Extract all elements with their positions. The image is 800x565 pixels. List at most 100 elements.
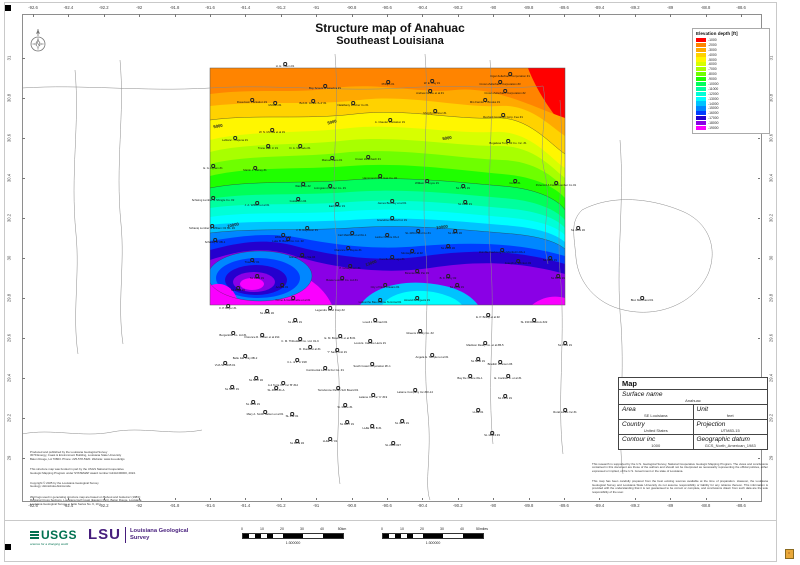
well-marker bbox=[335, 348, 339, 352]
contour-line-5000 bbox=[210, 112, 565, 155]
contour-inc-label: Contour inc bbox=[622, 435, 656, 443]
axis-tick bbox=[103, 14, 105, 17]
legend-swatch bbox=[696, 52, 706, 57]
disclaimer-liability: This map has been carefully prepared fro… bbox=[592, 478, 768, 494]
well-label: 'Y' Sand Unit #1 bbox=[327, 350, 347, 354]
well-label: Schwing Lumber & Shingle Co. #2 bbox=[191, 198, 235, 202]
well-label: SL 7001 #1 bbox=[557, 343, 573, 347]
well-label: SL 2639 #1 bbox=[449, 285, 465, 289]
legend-value: -9000 bbox=[708, 77, 717, 82]
title-line-1: Structure map of Anahuac bbox=[315, 21, 465, 35]
latitude-label-right: 29 bbox=[768, 455, 774, 461]
legend-swatch bbox=[696, 111, 706, 116]
lsu-org-line2: Survey bbox=[130, 534, 150, 541]
well-marker bbox=[236, 286, 240, 290]
longitude-label-top: -89.2 bbox=[630, 5, 640, 10]
well-marker bbox=[211, 196, 215, 200]
scalebar-tick: 50miles bbox=[475, 527, 489, 531]
legend-value: -3000 bbox=[708, 47, 717, 52]
well-marker bbox=[640, 296, 644, 300]
scalebar-tick: 20 bbox=[420, 527, 424, 531]
well-label: Latame Company Inc #DI-14 bbox=[397, 390, 433, 394]
well-marker bbox=[345, 420, 349, 424]
well-label: Rosedown Plantation #1 bbox=[236, 100, 268, 104]
well-marker bbox=[370, 362, 374, 366]
well-label: Wilbert 'A' #1 bbox=[274, 235, 292, 239]
axis-tick bbox=[103, 497, 105, 500]
contour-surface-border bbox=[209, 67, 566, 306]
well-label: W. N. McVea et al #1 bbox=[258, 130, 286, 134]
longitude-label-top: -92.4 bbox=[63, 5, 74, 10]
unit-value: feet bbox=[726, 412, 734, 418]
axis-tick bbox=[493, 497, 494, 500]
longitude-label-bottom: -91.6 bbox=[205, 503, 215, 508]
legend-entry: -2000 bbox=[696, 42, 766, 47]
datum-cell: Geographic datum GCS_North_American_1983 bbox=[694, 435, 768, 449]
axis-tick bbox=[741, 497, 742, 500]
latitude-label-right: 29.2 bbox=[768, 413, 774, 423]
well-marker bbox=[255, 274, 259, 278]
usgs-wordmark: USGS bbox=[41, 528, 78, 542]
country-projection-row: Country United States Projection UTM83-1… bbox=[619, 420, 767, 435]
well-marker bbox=[338, 334, 342, 338]
axis-tick bbox=[22, 258, 25, 259]
well-marker bbox=[410, 249, 414, 253]
well-label: South Coast Corporation #F-1 bbox=[353, 364, 391, 368]
well-label: Polecord & Fields Lumber Co #1 bbox=[535, 183, 577, 187]
longitude-label-top: -91.6 bbox=[205, 5, 215, 10]
well-marker bbox=[483, 341, 487, 345]
lsu-wordmark: LSU bbox=[88, 526, 121, 543]
axis-tick bbox=[210, 497, 211, 500]
well-marker bbox=[486, 313, 490, 317]
well-label: J. A. Wilbert et al #1 bbox=[244, 203, 270, 207]
well-label: Crown Zellerbach Corporation #3 bbox=[479, 82, 521, 86]
axis-tick bbox=[528, 497, 530, 500]
lsu-logo: LSU Louisiana Geological Survey bbox=[88, 526, 188, 543]
longitude-label-top: -90.6 bbox=[382, 5, 392, 10]
well-marker bbox=[563, 341, 567, 345]
legend-value: -16000 bbox=[708, 111, 719, 116]
axis-tick bbox=[705, 497, 707, 500]
legend-swatch bbox=[696, 76, 706, 82]
well-label: Bay De Chene #G-1 bbox=[457, 376, 483, 380]
axis-tick bbox=[422, 497, 423, 500]
projection-label: Projection bbox=[696, 420, 726, 428]
surface-name-value: Anahuac bbox=[685, 397, 701, 403]
sheet-border bbox=[4, 2, 777, 562]
legend-swatch bbox=[696, 47, 706, 52]
longitude-label-top: -92 bbox=[136, 5, 143, 10]
axis-tick bbox=[68, 14, 69, 17]
well-marker bbox=[433, 109, 437, 113]
contour-band--19000 bbox=[532, 296, 565, 305]
well-marker bbox=[323, 84, 327, 88]
well-marker bbox=[476, 408, 480, 412]
longitude-label-top: -89.6 bbox=[559, 5, 569, 10]
disclaimer-text: This research is supported by the U.S. G… bbox=[592, 459, 768, 501]
axis-tick bbox=[670, 14, 671, 17]
legend-swatch bbox=[696, 91, 706, 96]
well-label: Bergantine Co. Ltd #1 bbox=[219, 333, 247, 337]
country-cell: Country United States bbox=[619, 420, 694, 434]
registration-mark-top-left bbox=[5, 5, 11, 11]
north-label: N bbox=[36, 42, 40, 48]
legend-entry: -10000 bbox=[696, 81, 766, 87]
legend-swatch bbox=[696, 72, 706, 77]
well-label: Florence R. Cotten et al #14 bbox=[244, 335, 280, 339]
well-marker bbox=[476, 357, 480, 361]
longitude-label-bottom: -88.6 bbox=[736, 503, 746, 508]
well-label: Gustafson #4 bbox=[289, 199, 307, 203]
well-label: Luke B. Babin Co. Inc. #2 bbox=[272, 239, 304, 243]
usgs-logo: USGS science for a changing world bbox=[30, 528, 77, 546]
legend-value: -10000 bbox=[708, 81, 719, 86]
well-marker bbox=[371, 393, 375, 397]
well-marker bbox=[340, 276, 344, 280]
well-label: Graceline Deterel Inc #1 bbox=[376, 218, 408, 222]
latitude-label-left: 30 bbox=[6, 255, 12, 261]
axis-tick bbox=[22, 338, 25, 339]
axis-tick bbox=[351, 497, 353, 500]
well-label: SL 2641 #2 bbox=[259, 311, 275, 315]
well-marker bbox=[265, 309, 269, 313]
well-label: Hammond Oil & Gas Co. #1 bbox=[362, 176, 398, 180]
well-marker bbox=[516, 259, 520, 263]
contour-band--19000 bbox=[240, 278, 264, 290]
